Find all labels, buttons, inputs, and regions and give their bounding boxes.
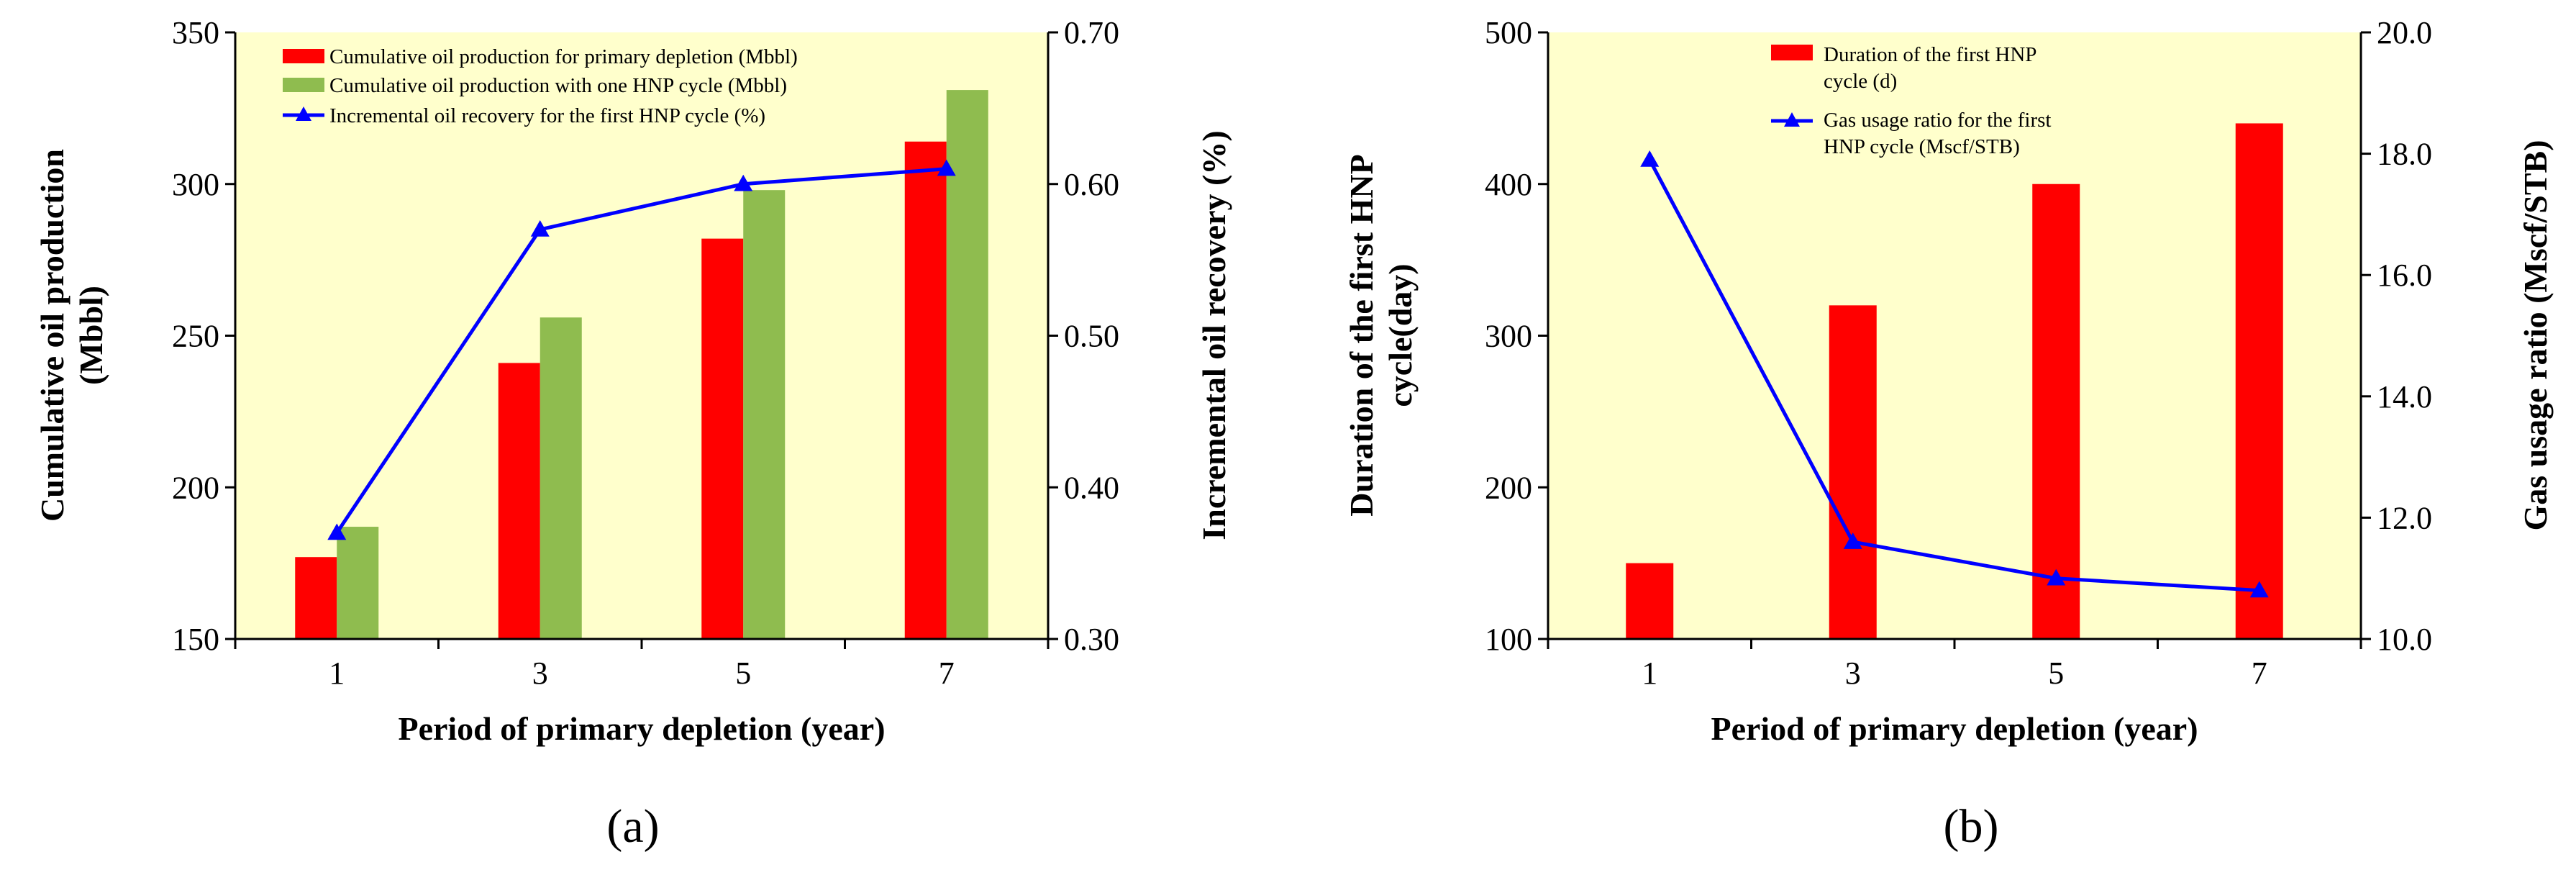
line-a-series-0 (335, 167, 947, 534)
ticklabel-b-x-3: 3 (1845, 656, 1861, 691)
ticklabel-a-right-1: 0.40 (1064, 470, 1119, 505)
chart-b-legend: Duration of the first HNP cycle (d) Gas … (1771, 43, 2051, 158)
point-a-c1 (327, 523, 347, 540)
bar-b-s0-c1 (1626, 563, 1674, 639)
ticklabel-b-right-2: 14.0 (2377, 379, 2432, 414)
ticklabel-b-left-2: 300 (1485, 319, 1532, 354)
chart-a-ylabel-left-line2: (Mbbl) (73, 286, 109, 385)
chart-a-ylabel-left-line1: Cumulative oil production (34, 149, 70, 522)
point-b-c3 (1843, 532, 1862, 549)
ticklabel-b-x-5: 5 (2048, 656, 2064, 691)
ticklabel-a-right-3: 0.60 (1064, 167, 1119, 202)
ticklabel-b-right-5: 20.0 (2377, 15, 2432, 50)
chart-a-axes (225, 31, 1058, 649)
legend-b-triangle-marker (1784, 112, 1800, 127)
chart-b-ylabel-left-line1: Duration of the first HNP (1343, 154, 1380, 516)
chart-b-xlabel: Period of primary depletion (year) (1711, 710, 2198, 747)
ticklabel-b-right-3: 16.0 (2377, 258, 2432, 293)
ticklabel-b-x-7: 7 (2252, 656, 2267, 691)
chart-a-xlabel: Period of primary depletion (year) (398, 710, 885, 747)
bar-a-s1-c7 (946, 90, 988, 639)
chart-a-line-series (327, 159, 956, 540)
chart-b: 100 200 300 400 500 10.0 12.0 14.0 16.0 18.0 20.0 1… (1343, 15, 2554, 853)
chart-b-tick-labels: 100 200 300 400 500 10.0 12.0 14.0 16.0 18.0 20.0 1… (1485, 15, 2432, 691)
ticklabel-a-left-0: 150 (172, 622, 219, 657)
bar-a-s0-c5 (701, 238, 744, 639)
legend-b-label-2-line2: HNP cycle (Mscf/STB) (1824, 135, 2020, 158)
ticklabel-a-right-2: 0.50 (1064, 319, 1119, 354)
ticklabel-b-left-3: 400 (1485, 167, 1532, 202)
bar-a-s0-c3 (498, 363, 540, 639)
ticklabel-b-right-4: 18.0 (2377, 137, 2432, 172)
chart-b-plot-area (1548, 32, 2361, 639)
ticklabel-a-x-1: 1 (329, 656, 345, 691)
bar-a-s1-c5 (743, 190, 786, 639)
point-a-c5 (734, 174, 753, 191)
chart-a-tick-labels: 150 200 250 300 350 0.30 0.40 0.50 0.60 0.70 1 3 5 7 (172, 15, 1119, 691)
legend-a-swatch-red (283, 49, 324, 63)
ticklabel-a-left-4: 350 (172, 15, 219, 50)
legend-b-swatch-red (1771, 45, 1813, 60)
panel-label-a: (a) (606, 800, 659, 853)
ticklabel-b-left-0: 100 (1485, 622, 1532, 657)
legend-b-label-1-line2: cycle (d) (1824, 70, 1897, 93)
ticklabel-a-left-3: 300 (172, 167, 219, 202)
legend-b-label-2-line1: Gas usage ratio for the first (1824, 109, 2051, 132)
bar-a-s0-c1 (295, 557, 337, 639)
bar-b-s0-c3 (1829, 305, 1877, 639)
ticklabel-b-x-1: 1 (1642, 656, 1657, 691)
chart-b-axes (1538, 31, 2371, 649)
ticklabel-a-right-4: 0.70 (1064, 15, 1119, 50)
point-b-c7 (2249, 581, 2269, 598)
ticklabel-a-right-0: 0.30 (1064, 622, 1119, 657)
chart-b-ylabel-left-line2: cycle(day) (1382, 263, 1419, 407)
ticklabel-b-left-4: 500 (1485, 15, 1532, 50)
legend-a-label-2: Cumulative oil production with one HNP c… (329, 74, 787, 97)
ticklabel-a-x-3: 3 (532, 656, 548, 691)
ticklabel-a-x-5: 5 (735, 656, 751, 691)
bar-a-s0-c7 (904, 141, 947, 640)
ticklabel-b-left-1: 200 (1485, 470, 1532, 505)
ticklabel-b-right-1: 12.0 (2377, 500, 2432, 535)
ticklabel-a-x-7: 7 (939, 656, 955, 691)
chart-a-ylabel-right: Incremental oil recovery (%) (1196, 130, 1232, 540)
ticklabel-a-left-1: 200 (172, 470, 219, 505)
bar-a-s1-c1 (337, 527, 379, 639)
legend-a-label-1: Cumulative oil production for primary de… (329, 45, 798, 68)
legend-a-label-3: Incremental oil recovery for the first H… (329, 104, 765, 127)
point-b-c5 (2047, 568, 2066, 586)
legend-b-label-1-line1: Duration of the first HNP (1824, 43, 2036, 66)
chart-b-bars (1626, 123, 2283, 639)
legend-a-triangle-marker (296, 106, 311, 121)
bar-b-s0-c7 (2235, 123, 2283, 639)
bar-b-s0-c5 (2032, 183, 2080, 639)
point-b-c1 (1640, 150, 1660, 167)
ticklabel-a-left-2: 250 (172, 319, 219, 354)
line-b-series-0 (1648, 158, 2259, 593)
bar-a-s1-c3 (540, 317, 582, 639)
point-a-c7 (937, 159, 956, 176)
chart-b-ylabel-right: Gas usage ratio (Mscf/STB) (2517, 140, 2554, 530)
ticklabel-b-right-0: 10.0 (2377, 622, 2432, 657)
chart-a-bars (295, 90, 988, 640)
legend-a-swatch-green (283, 78, 324, 92)
point-a-c3 (530, 219, 550, 237)
chart-a-legend: Cumulative oil production for primary de… (283, 45, 798, 127)
panel-label-b: (b) (1944, 800, 1999, 853)
chart-b-line-series (1640, 150, 2269, 598)
